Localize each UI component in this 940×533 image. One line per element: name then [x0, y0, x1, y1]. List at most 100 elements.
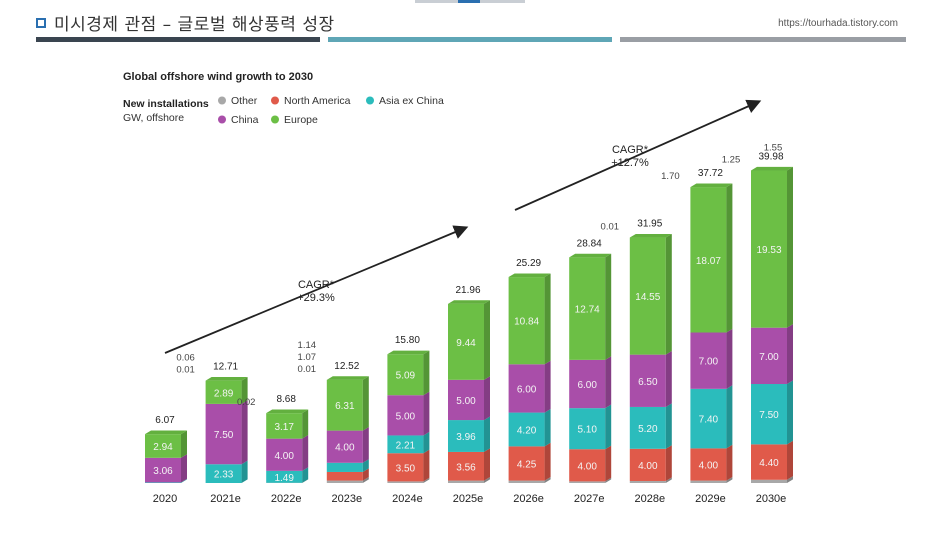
legend-unit: GW, offshore [123, 112, 184, 124]
bar-top-2022e [266, 410, 308, 414]
legend-swatch-other [218, 97, 226, 105]
bar-top-2023e [327, 376, 369, 380]
bar-total-2025e: 21.96 [455, 285, 480, 296]
legend-label-other: Other [231, 95, 258, 107]
bar-top-2030e [751, 167, 793, 171]
bar-total-2029e: 37.72 [698, 168, 723, 179]
bar-top-2026e [509, 273, 551, 277]
bar-segment-side-china-2030e [787, 324, 793, 384]
segment-label-china-2023e: 4.00 [335, 443, 355, 454]
small-annotation-2030e-0: 1.25 [722, 155, 741, 166]
bar-total-2027e: 28.84 [577, 238, 602, 249]
small-annotation-2021e-0: 0.06 [176, 353, 195, 364]
segment-label-europe-2027e: 12.74 [575, 305, 600, 316]
bar-segment-asia-ex-china-2020 [145, 482, 181, 483]
segment-label-europe-2022e: 3.17 [274, 422, 294, 433]
segment-label-asia-ex-china-2024e: 2.21 [396, 440, 416, 451]
cagr-value-1: +29.3% [297, 292, 335, 304]
legend-swatch-china [218, 116, 226, 124]
legend-swatch-europe [271, 116, 279, 124]
bar-segment-side-north-america-2026e [545, 443, 551, 481]
segment-label-europe-2030e: 19.53 [756, 245, 781, 256]
bar-segment-side-europe-2024e [423, 351, 429, 396]
small-annotation-2030e-0: 1.55 [764, 143, 783, 154]
bar-segment-side-north-america-2024e [423, 450, 429, 482]
bar-segment-side-china-2027e [605, 356, 611, 408]
bar-segment-side-europe-2027e [605, 254, 611, 360]
cagr-value-2: +12.7% [611, 157, 649, 169]
bar-segment-side-europe-2029e [726, 183, 732, 332]
bar-total-2022e: 8.68 [276, 394, 296, 405]
x-tick-2027e: 2027e [574, 493, 605, 505]
segment-label-north-america-2030e: 4.40 [759, 458, 779, 469]
segment-label-north-america-2029e: 4.00 [699, 460, 719, 471]
segment-label-asia-ex-china-2022e: 1.49 [274, 473, 294, 484]
slide-title: 미시경제 관점 – 글로벌 해상풍력 성장 [54, 10, 335, 35]
header-rule-teal [328, 37, 612, 42]
bar-segment-side-asia-ex-china-2028e [666, 403, 672, 448]
segment-label-asia-ex-china-2028e: 5.20 [638, 424, 658, 435]
x-tick-2030e: 2030e [756, 493, 787, 505]
x-tick-2023e: 2023e [332, 493, 363, 505]
segment-label-north-america-2027e: 4.00 [577, 461, 597, 472]
bar-segment-side-asia-ex-china-2029e [726, 385, 732, 448]
bars: 3.062.946.072.337.502.8912.711.494.003.1… [145, 152, 793, 484]
bar-segment-side-china-2028e [666, 351, 672, 407]
legend-swatch-asia-ex-china [366, 97, 374, 105]
segment-label-europe-2020: 2.94 [153, 442, 173, 453]
bar-segment-side-north-america-2029e [726, 445, 732, 481]
segment-label-europe-2026e: 10.84 [514, 317, 539, 328]
small-annotation-2021e-1: 0.01 [176, 365, 195, 376]
bar-segment-other-2024e [387, 481, 423, 483]
bar-segment-other-2023e [327, 481, 363, 483]
bar-segment-side-china-2020 [181, 454, 187, 482]
bar-segment-side-asia-ex-china-2021e [242, 461, 248, 483]
small-annotation-2029e-0: 1.70 [661, 171, 680, 182]
segment-label-china-2029e: 7.00 [699, 357, 719, 368]
title-wrap: 미시경제 관점 – 글로벌 해상풍력 성장 [36, 10, 335, 35]
legend-label-asia-ex-china: Asia ex China [379, 95, 444, 107]
bar-total-2024e: 15.80 [395, 335, 420, 346]
top-tab-marker-active [458, 0, 480, 3]
segment-label-europe-2028e: 14.55 [635, 292, 660, 303]
bar-segment-other-2029e [690, 481, 726, 483]
bar-segment-side-europe-2025e [484, 300, 490, 380]
segment-label-asia-ex-china-2030e: 7.50 [759, 410, 779, 421]
bar-segment-side-china-2024e [423, 392, 429, 436]
segment-label-europe-2021e: 2.89 [214, 388, 234, 399]
segment-label-china-2030e: 7.00 [759, 352, 779, 363]
bar-segment-north-america-2023e [327, 472, 363, 481]
slide-header: 미시경제 관점 – 글로벌 해상풍력 성장 https://tourhada.t… [0, 0, 940, 50]
bar-top-2029e [690, 183, 732, 187]
bar-segment-other-2026e [509, 481, 545, 483]
legend-swatch-north-america [271, 97, 279, 105]
bar-total-2026e: 25.29 [516, 258, 541, 269]
bar-segment-side-europe-2020 [181, 431, 187, 458]
legend-label-north-america: North America [284, 95, 351, 107]
bar-segment-side-europe-2023e [363, 376, 369, 430]
bar-top-2021e [206, 377, 248, 381]
legend-label-china: China [231, 114, 259, 126]
square-bullet-icon [36, 18, 46, 28]
chart-area: Global offshore wind growth to 2030 New … [0, 50, 940, 529]
segment-label-north-america-2026e: 4.25 [517, 459, 537, 470]
segment-label-north-america-2025e: 3.56 [456, 462, 476, 473]
segment-label-europe-2023e: 6.31 [335, 401, 355, 412]
segment-label-china-2024e: 5.00 [396, 411, 416, 422]
legend-heading: New installations [123, 98, 209, 110]
small-annotation-2023e-1: 1.07 [298, 352, 317, 363]
segment-label-europe-2024e: 5.09 [396, 371, 416, 382]
x-tick-2025e: 2025e [453, 493, 484, 505]
bar-segment-other-2028e [630, 481, 666, 483]
bar-segment-side-north-america-2030e [787, 441, 793, 480]
source-url: https://tourhada.tistory.com [778, 18, 898, 29]
bar-total-2028e: 31.95 [637, 219, 662, 230]
segment-label-asia-ex-china-2027e: 5.10 [577, 425, 597, 436]
x-tick-2029e: 2029e [695, 493, 726, 505]
bar-segment-side-north-america-2027e [605, 446, 611, 482]
bar-segment-other-2027e [569, 481, 605, 483]
segment-label-china-2021e: 7.50 [214, 430, 234, 441]
bar-segment-side-asia-ex-china-2025e [484, 416, 490, 451]
